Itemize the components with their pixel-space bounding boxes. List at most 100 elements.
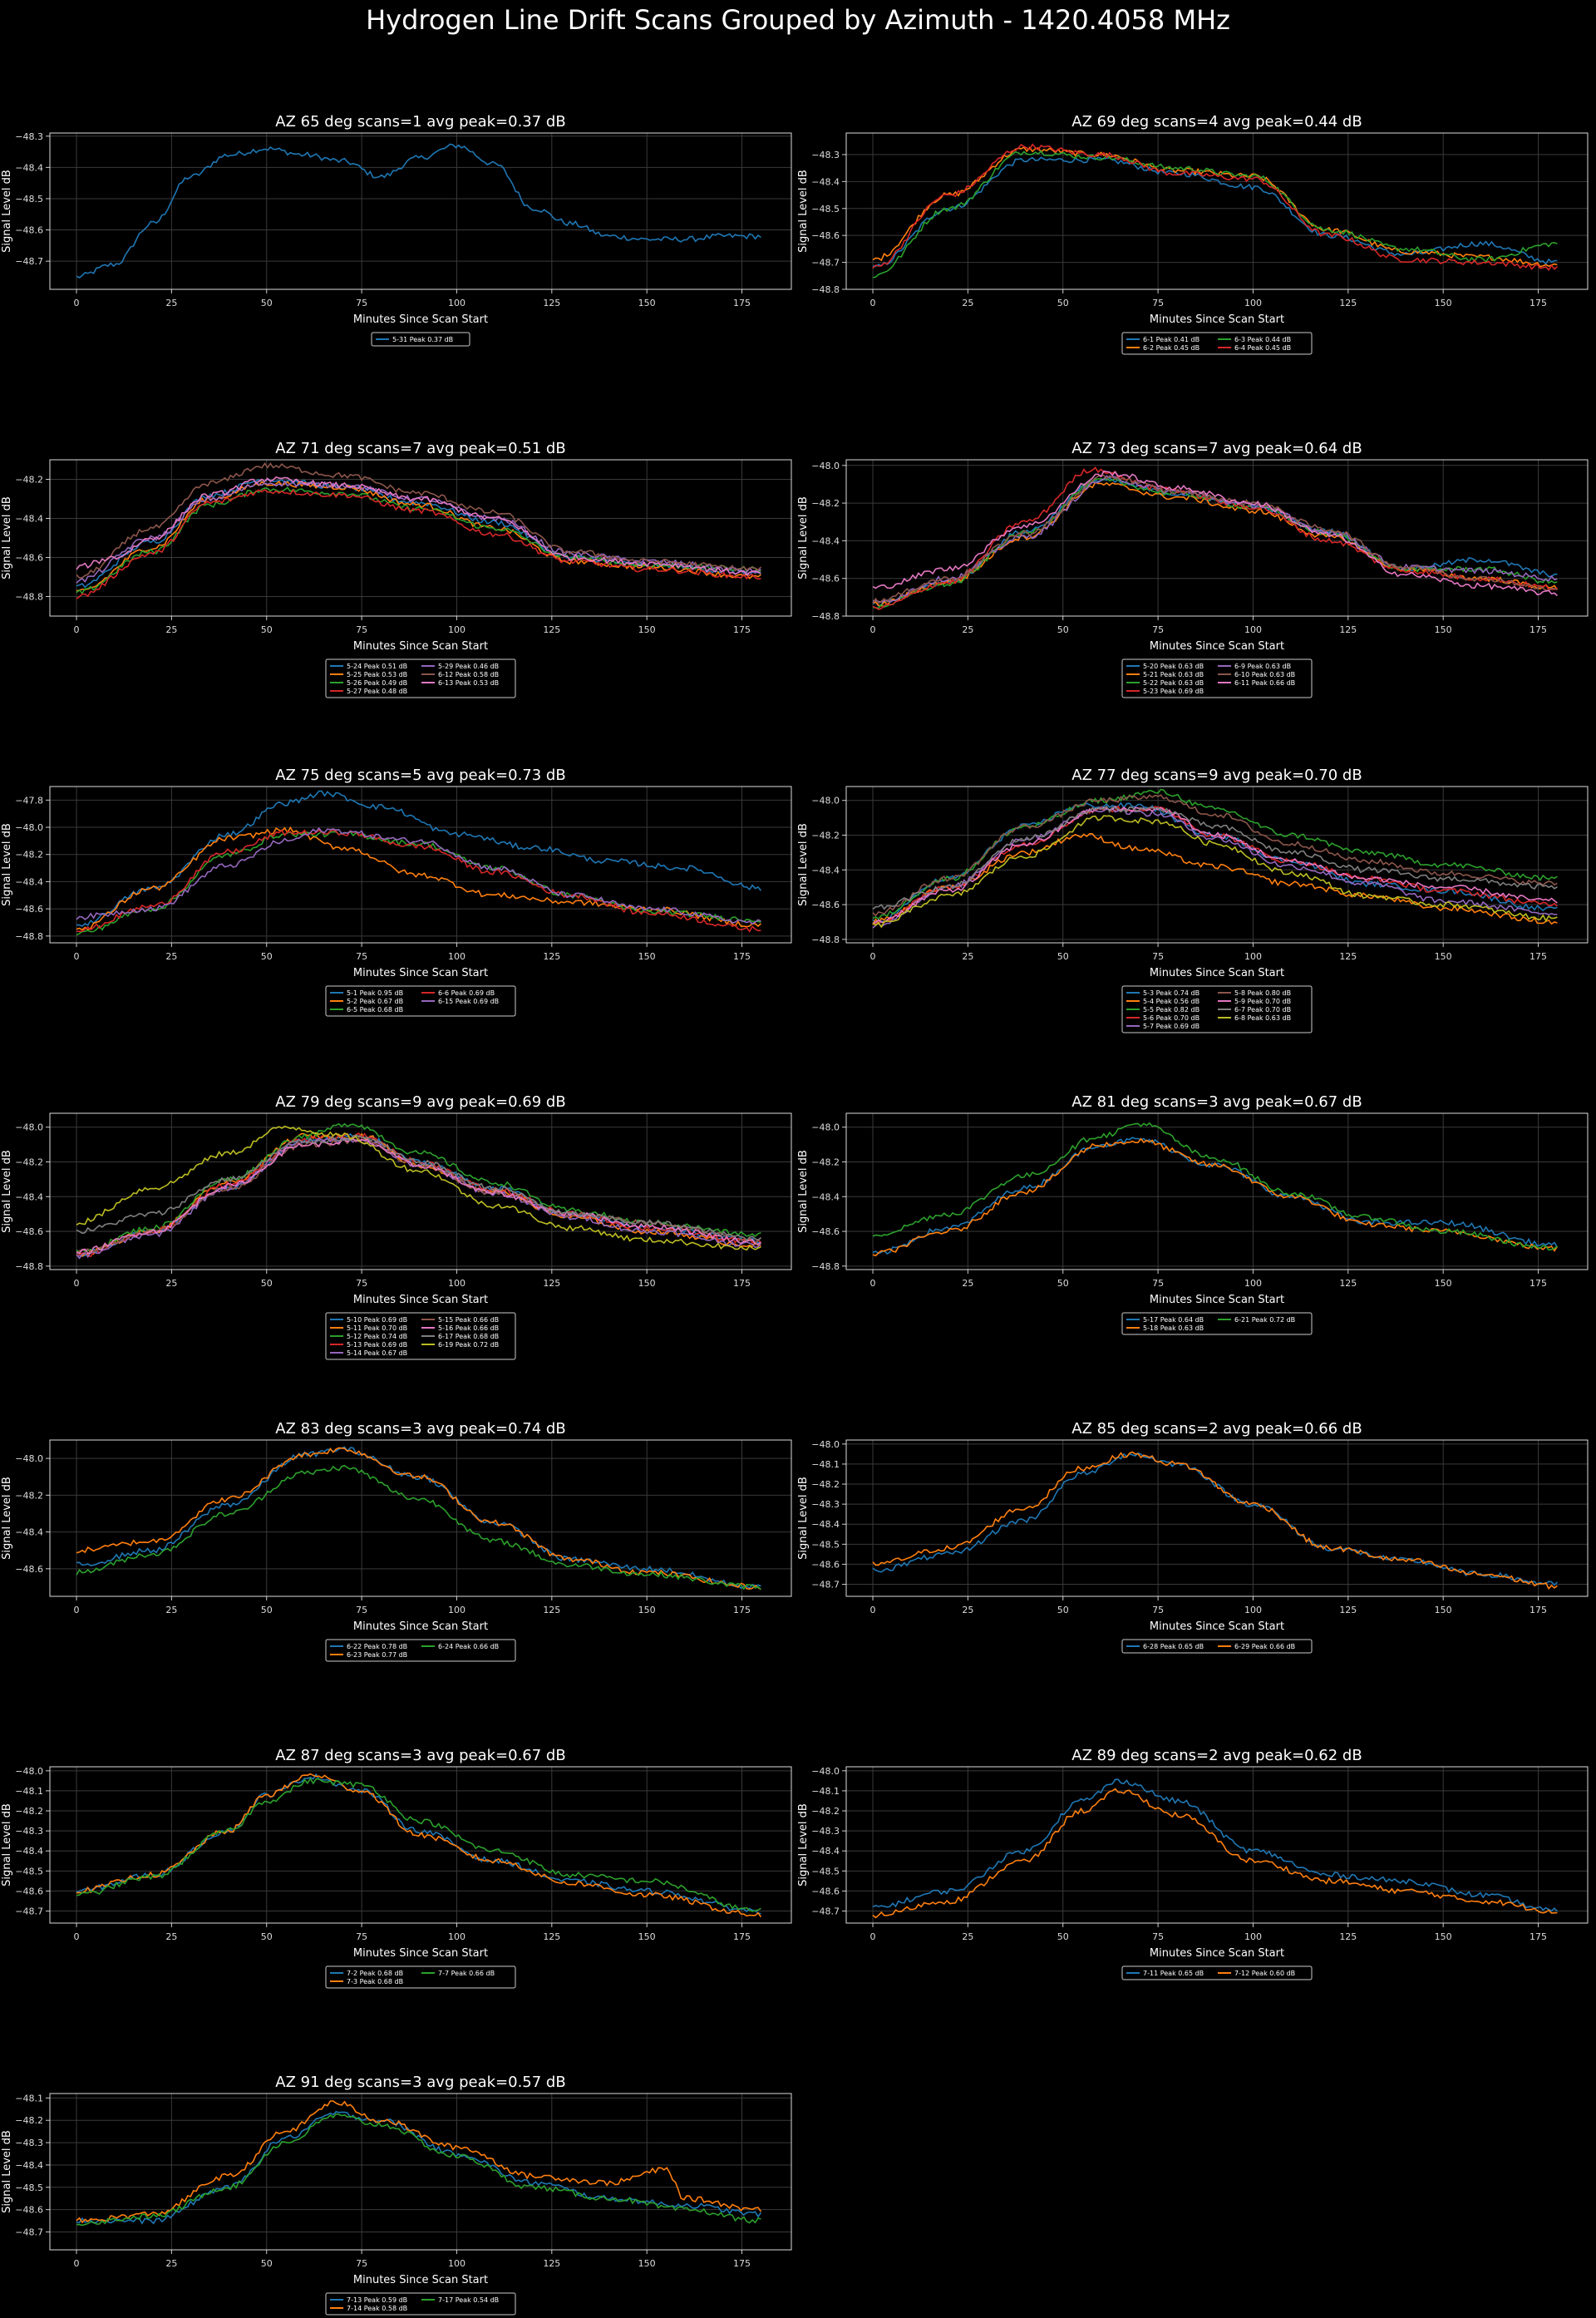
- x-tick-label: 125: [543, 2258, 560, 2269]
- legend-entry: 5-22 Peak 0.63 dB: [1143, 679, 1204, 687]
- y-tick-label: −48.3: [811, 1499, 840, 1510]
- subplot-title: AZ 75 deg scans=5 avg peak=0.73 dB: [275, 767, 565, 784]
- series-line: [76, 1777, 761, 1912]
- legend: 6-22 Peak 0.78 dB6-23 Peak 0.77 dB 6-24 P…: [325, 1639, 516, 1662]
- y-tick-label: −48.6: [15, 1226, 43, 1237]
- x-tick-label: 100: [1244, 1931, 1262, 1942]
- y-tick-label: −48.0: [15, 822, 43, 833]
- legend-box: [325, 1312, 516, 1360]
- legend-entry: 5-9 Peak 0.70 dB: [1234, 998, 1291, 1005]
- x-tick-label: 150: [1435, 1278, 1452, 1289]
- x-tick-label: 50: [261, 1605, 273, 1615]
- y-tick-label: −48.0: [811, 1122, 840, 1133]
- y-tick-label: −48.8: [811, 1261, 840, 1272]
- x-axis-label: Minutes Since Scan Start: [353, 640, 488, 653]
- subplot-4: AZ 75 deg scans=5 avg peak=0.73 dB 0 25 50 7…: [1, 767, 792, 1017]
- legend: 7-11 Peak 0.65 dB 7-12 Peak 0.60 dB: [1121, 1965, 1313, 1980]
- x-tick-label: 100: [448, 1278, 466, 1289]
- legend-entry: 5-26 Peak 0.49 dB: [347, 679, 407, 687]
- legend-entry: 6-8 Peak 0.63 dB: [1234, 1014, 1291, 1022]
- x-tick-label: 25: [165, 298, 177, 308]
- x-tick-label: 100: [1244, 1278, 1262, 1289]
- subplot-title: AZ 65 deg scans=1 avg peak=0.37 dB: [275, 113, 565, 131]
- y-tick-label: −48.5: [15, 194, 43, 205]
- x-tick-label: 75: [1152, 624, 1164, 635]
- x-tick-label: 150: [1435, 298, 1452, 308]
- y-tick-label: −48.6: [15, 553, 43, 564]
- legend-entry: 5-21 Peak 0.63 dB: [1143, 671, 1204, 678]
- x-tick-label: 100: [1244, 624, 1262, 635]
- x-tick-label: 25: [165, 1278, 177, 1289]
- x-tick-label: 75: [1152, 951, 1164, 962]
- legend-box: [325, 658, 516, 698]
- legend: 5-17 Peak 0.64 dB5-18 Peak 0.63 dB 6-21 P…: [1121, 1312, 1313, 1335]
- y-tick-label: −48.4: [15, 1846, 43, 1857]
- axes-frame: [845, 459, 1589, 617]
- legend-entry: 5-10 Peak 0.69 dB: [347, 1316, 407, 1324]
- series-line: [76, 2113, 761, 2227]
- series-line: [76, 1137, 761, 1255]
- subplot-8: AZ 83 deg scans=3 avg peak=0.74 dB 0 25 50 7…: [1, 1420, 792, 1662]
- axes-frame: [845, 1439, 1589, 1597]
- legend-entry: 6-2 Peak 0.45 dB: [1143, 344, 1199, 352]
- series-line: [872, 806, 1558, 929]
- y-tick-label: −48.5: [15, 1866, 43, 1877]
- subplot-1: AZ 69 deg scans=4 avg peak=0.44 dB 0 25 50 7…: [797, 113, 1589, 355]
- legend-entry: 6-7 Peak 0.70 dB: [1234, 1006, 1291, 1014]
- series-line: [872, 805, 1558, 910]
- y-tick-label: −48.6: [811, 230, 840, 241]
- legend-entry: 7-2 Peak 0.68 dB: [347, 1970, 403, 1977]
- y-tick-label: −48.2: [15, 2115, 43, 2126]
- x-tick-label: 0: [74, 2258, 80, 2269]
- y-tick-label: −48.1: [811, 1459, 840, 1470]
- x-tick-label: 25: [962, 298, 973, 308]
- legend-entry: 5-3 Peak 0.74 dB: [1143, 989, 1199, 997]
- x-tick-label: 0: [74, 1605, 80, 1615]
- x-tick-label: 150: [638, 951, 656, 962]
- x-tick-label: 175: [1530, 624, 1547, 635]
- y-tick-label: −48.3: [811, 150, 840, 160]
- x-axis-label: Minutes Since Scan Start: [353, 1620, 488, 1633]
- series-line: [872, 475, 1558, 604]
- x-tick-label: 75: [1152, 1605, 1164, 1615]
- y-tick-label: −47.8: [15, 795, 43, 806]
- x-tick-label: 0: [870, 1605, 876, 1615]
- axes-frame: [49, 132, 792, 290]
- x-tick-label: 125: [1339, 624, 1357, 635]
- legend-box: [1121, 985, 1313, 1033]
- x-tick-label: 50: [261, 1931, 273, 1942]
- legend-entry: 6-12 Peak 0.58 dB: [438, 671, 499, 678]
- legend-entry: 5-11 Peak 0.70 dB: [347, 1324, 407, 1332]
- series-line: [76, 826, 761, 931]
- x-tick-label: 0: [74, 1278, 80, 1289]
- legend-box: [325, 2292, 516, 2316]
- axes-frame: [845, 786, 1589, 944]
- x-tick-label: 125: [543, 1931, 560, 1942]
- x-tick-label: 0: [870, 951, 876, 962]
- x-axis-label: Minutes Since Scan Start: [1150, 1294, 1284, 1306]
- subplot-title: AZ 73 deg scans=7 avg peak=0.64 dB: [1071, 440, 1362, 457]
- legend-entry: 5-20 Peak 0.63 dB: [1143, 663, 1204, 670]
- x-tick-label: 125: [543, 1278, 560, 1289]
- series-line: [76, 143, 761, 279]
- legend-entry: 7-17 Peak 0.54 dB: [438, 2296, 499, 2304]
- axes-frame: [49, 459, 792, 617]
- y-tick-label: −48.6: [15, 1564, 43, 1575]
- axes-frame: [49, 1112, 792, 1270]
- x-tick-label: 175: [733, 624, 751, 635]
- y-tick-label: −48.4: [811, 1846, 840, 1857]
- y-axis-label: Signal Level dB: [1, 496, 13, 580]
- legend-entry: 5-5 Peak 0.82 dB: [1143, 1006, 1199, 1014]
- x-axis-label: Minutes Since Scan Start: [353, 2274, 488, 2286]
- x-tick-label: 50: [261, 298, 273, 308]
- y-tick-label: −48.1: [811, 1786, 840, 1797]
- series-line: [76, 826, 761, 925]
- x-tick-label: 75: [1152, 1931, 1164, 1942]
- series-line: [872, 470, 1558, 597]
- legend-entry: 6-1 Peak 0.41 dB: [1143, 336, 1199, 343]
- legend-entry: 5-31 Peak 0.37 dB: [392, 336, 453, 343]
- legend-entry: 6-5 Peak 0.68 dB: [347, 1006, 403, 1014]
- axes-frame: [49, 1766, 792, 1924]
- x-tick-label: 0: [870, 1278, 876, 1289]
